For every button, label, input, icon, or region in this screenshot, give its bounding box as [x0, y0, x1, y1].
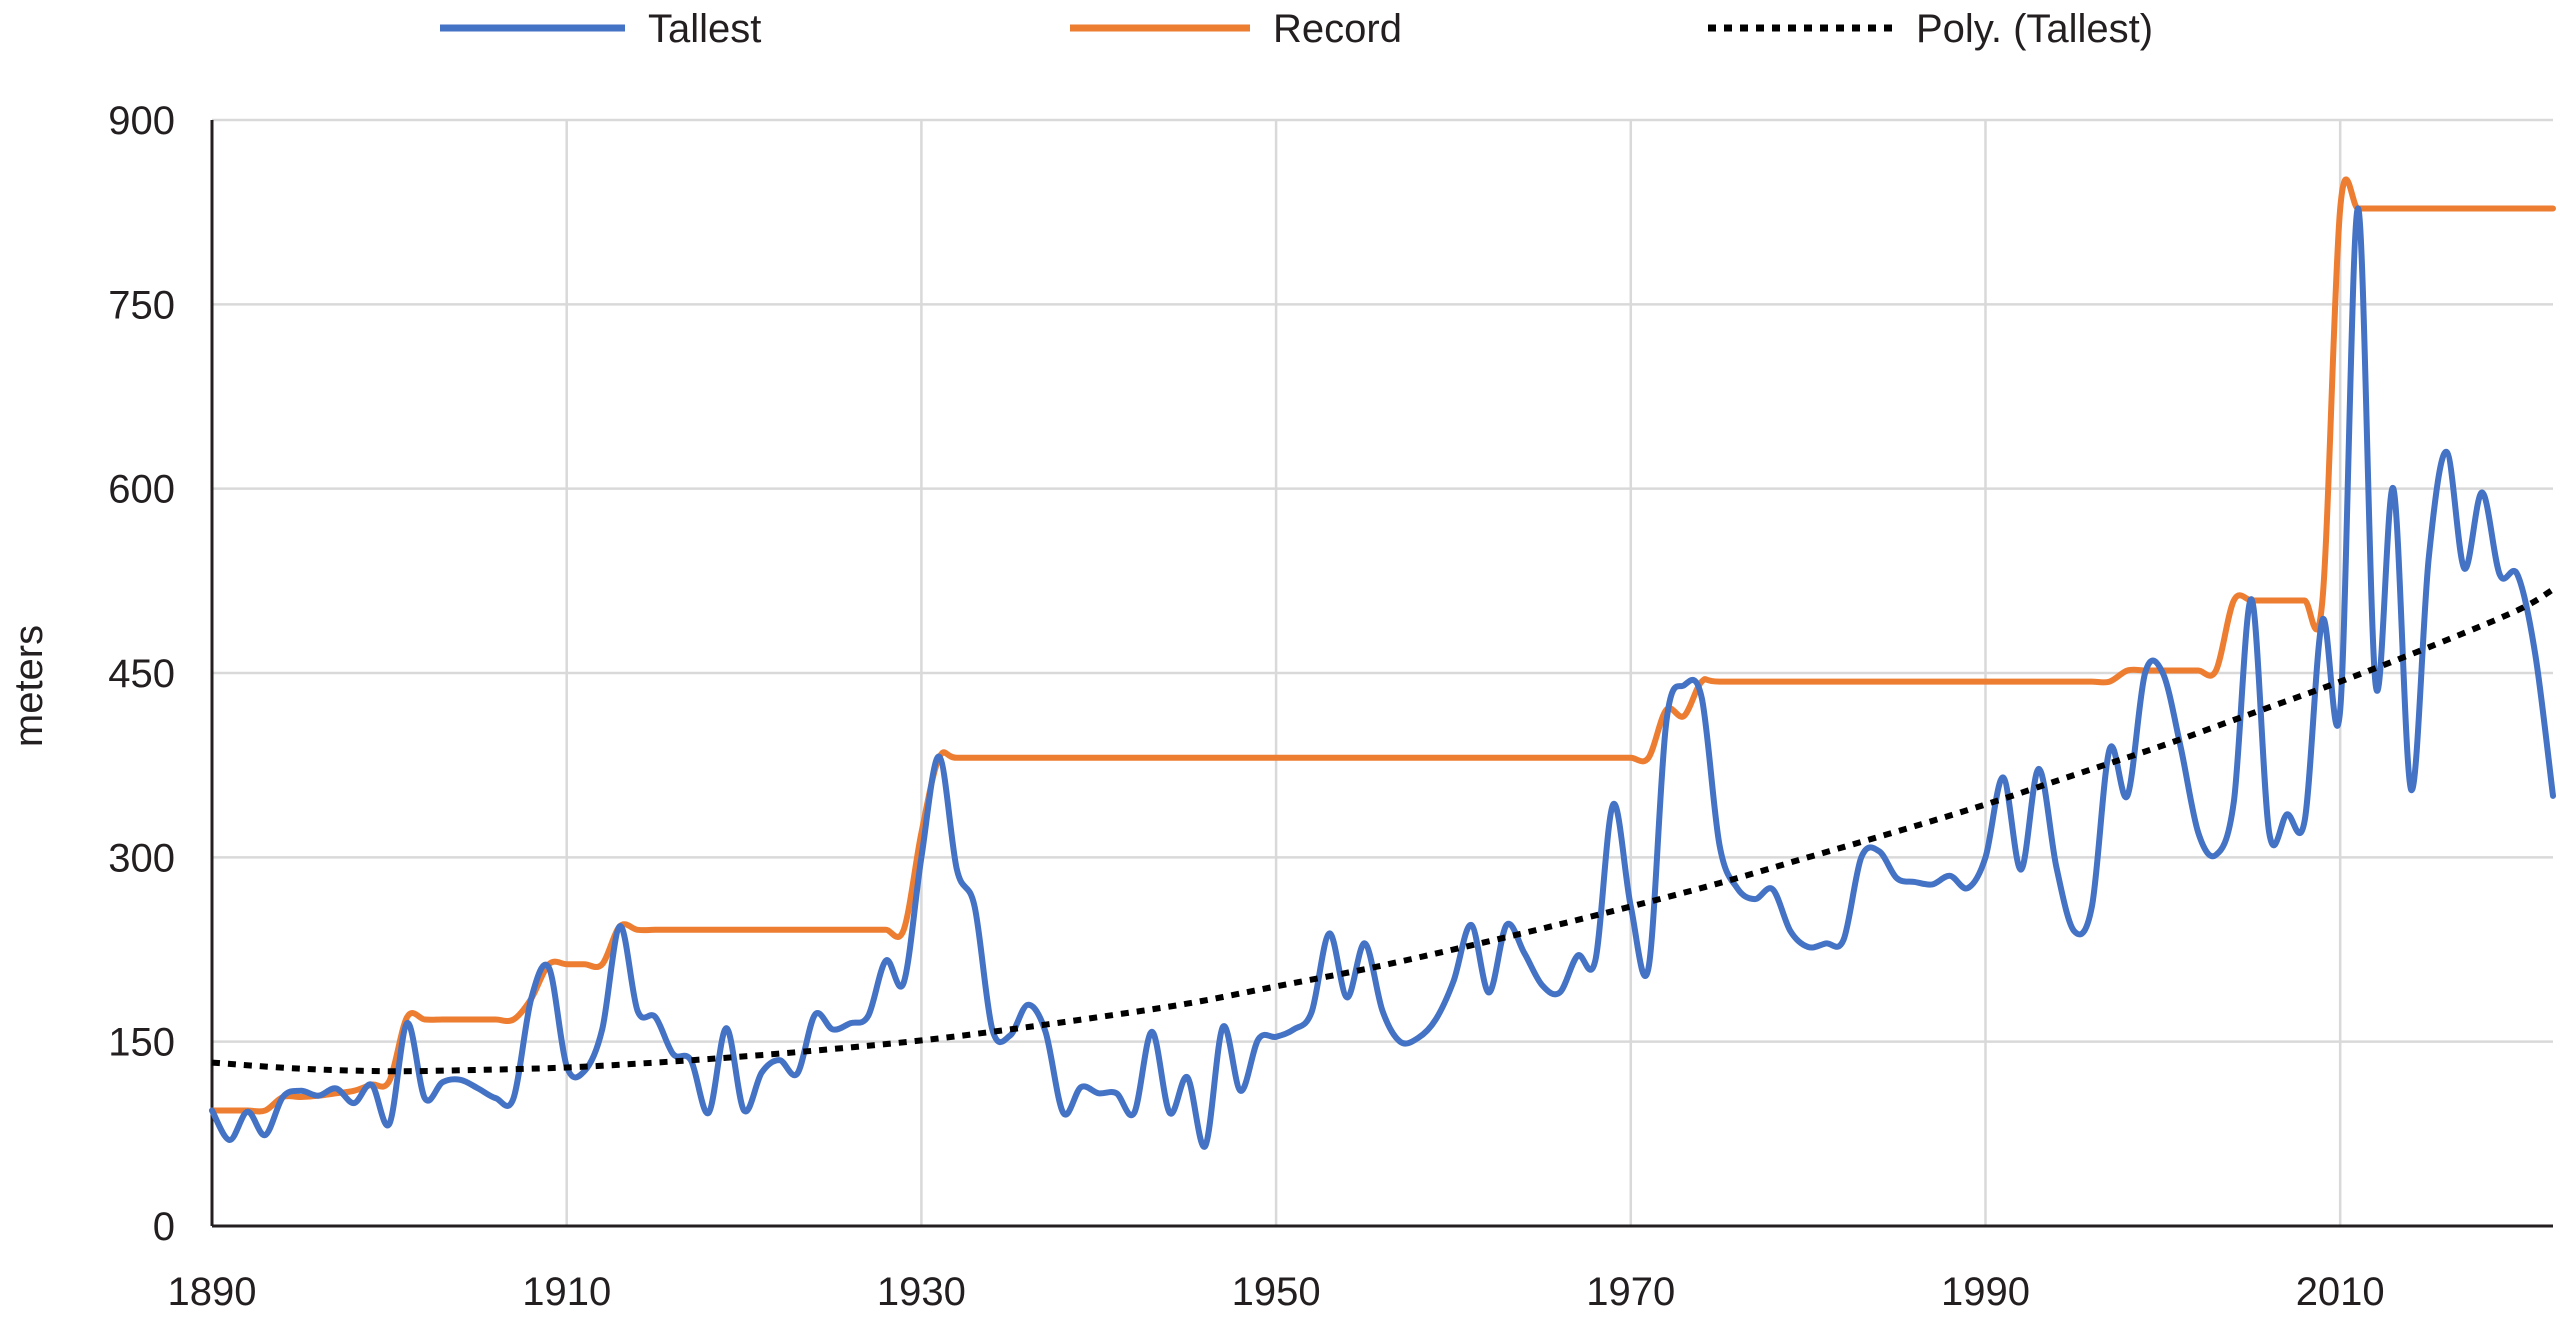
- gridlines: [212, 118, 2553, 1226]
- y-tick-label: 0: [153, 1205, 175, 1249]
- legend-label-tallest: Tallest: [648, 7, 761, 51]
- series-line-poly-tallest: [211, 586, 2555, 1075]
- y-axis-title: meters: [7, 625, 51, 747]
- legend-label-record: Record: [1273, 7, 1402, 51]
- x-tick-label: 1990: [1941, 1270, 2030, 1314]
- series-line-record: [209, 176, 2556, 1115]
- legend-label-poly-tallest: Poly. (Tallest): [1916, 7, 2153, 51]
- series-lines: [209, 176, 2556, 1150]
- x-tick-label: 1890: [168, 1270, 257, 1314]
- axes: [210, 120, 2553, 1228]
- y-tick-label: 900: [108, 99, 175, 143]
- series-line-tallest: [209, 205, 2556, 1150]
- x-tick-label: 2010: [2296, 1270, 2385, 1314]
- x-tick-label: 1950: [1232, 1270, 1321, 1314]
- x-tick-label: 1910: [522, 1270, 611, 1314]
- x-tick-label: 1970: [1586, 1270, 1675, 1314]
- tick-labels: 0 150 300 450 600 750 900 1890 1910 1930 1950 1970 1…: [108, 99, 2384, 1314]
- y-tick-label: 150: [108, 1021, 175, 1065]
- y-tick-label: 300: [108, 836, 175, 880]
- legend: Tallest Record Poly. (Tallest): [440, 7, 2153, 51]
- y-tick-label: 750: [108, 283, 175, 327]
- y-tick-label: 450: [108, 652, 175, 696]
- y-tick-label: 600: [108, 468, 175, 512]
- x-tick-label: 1930: [877, 1270, 966, 1314]
